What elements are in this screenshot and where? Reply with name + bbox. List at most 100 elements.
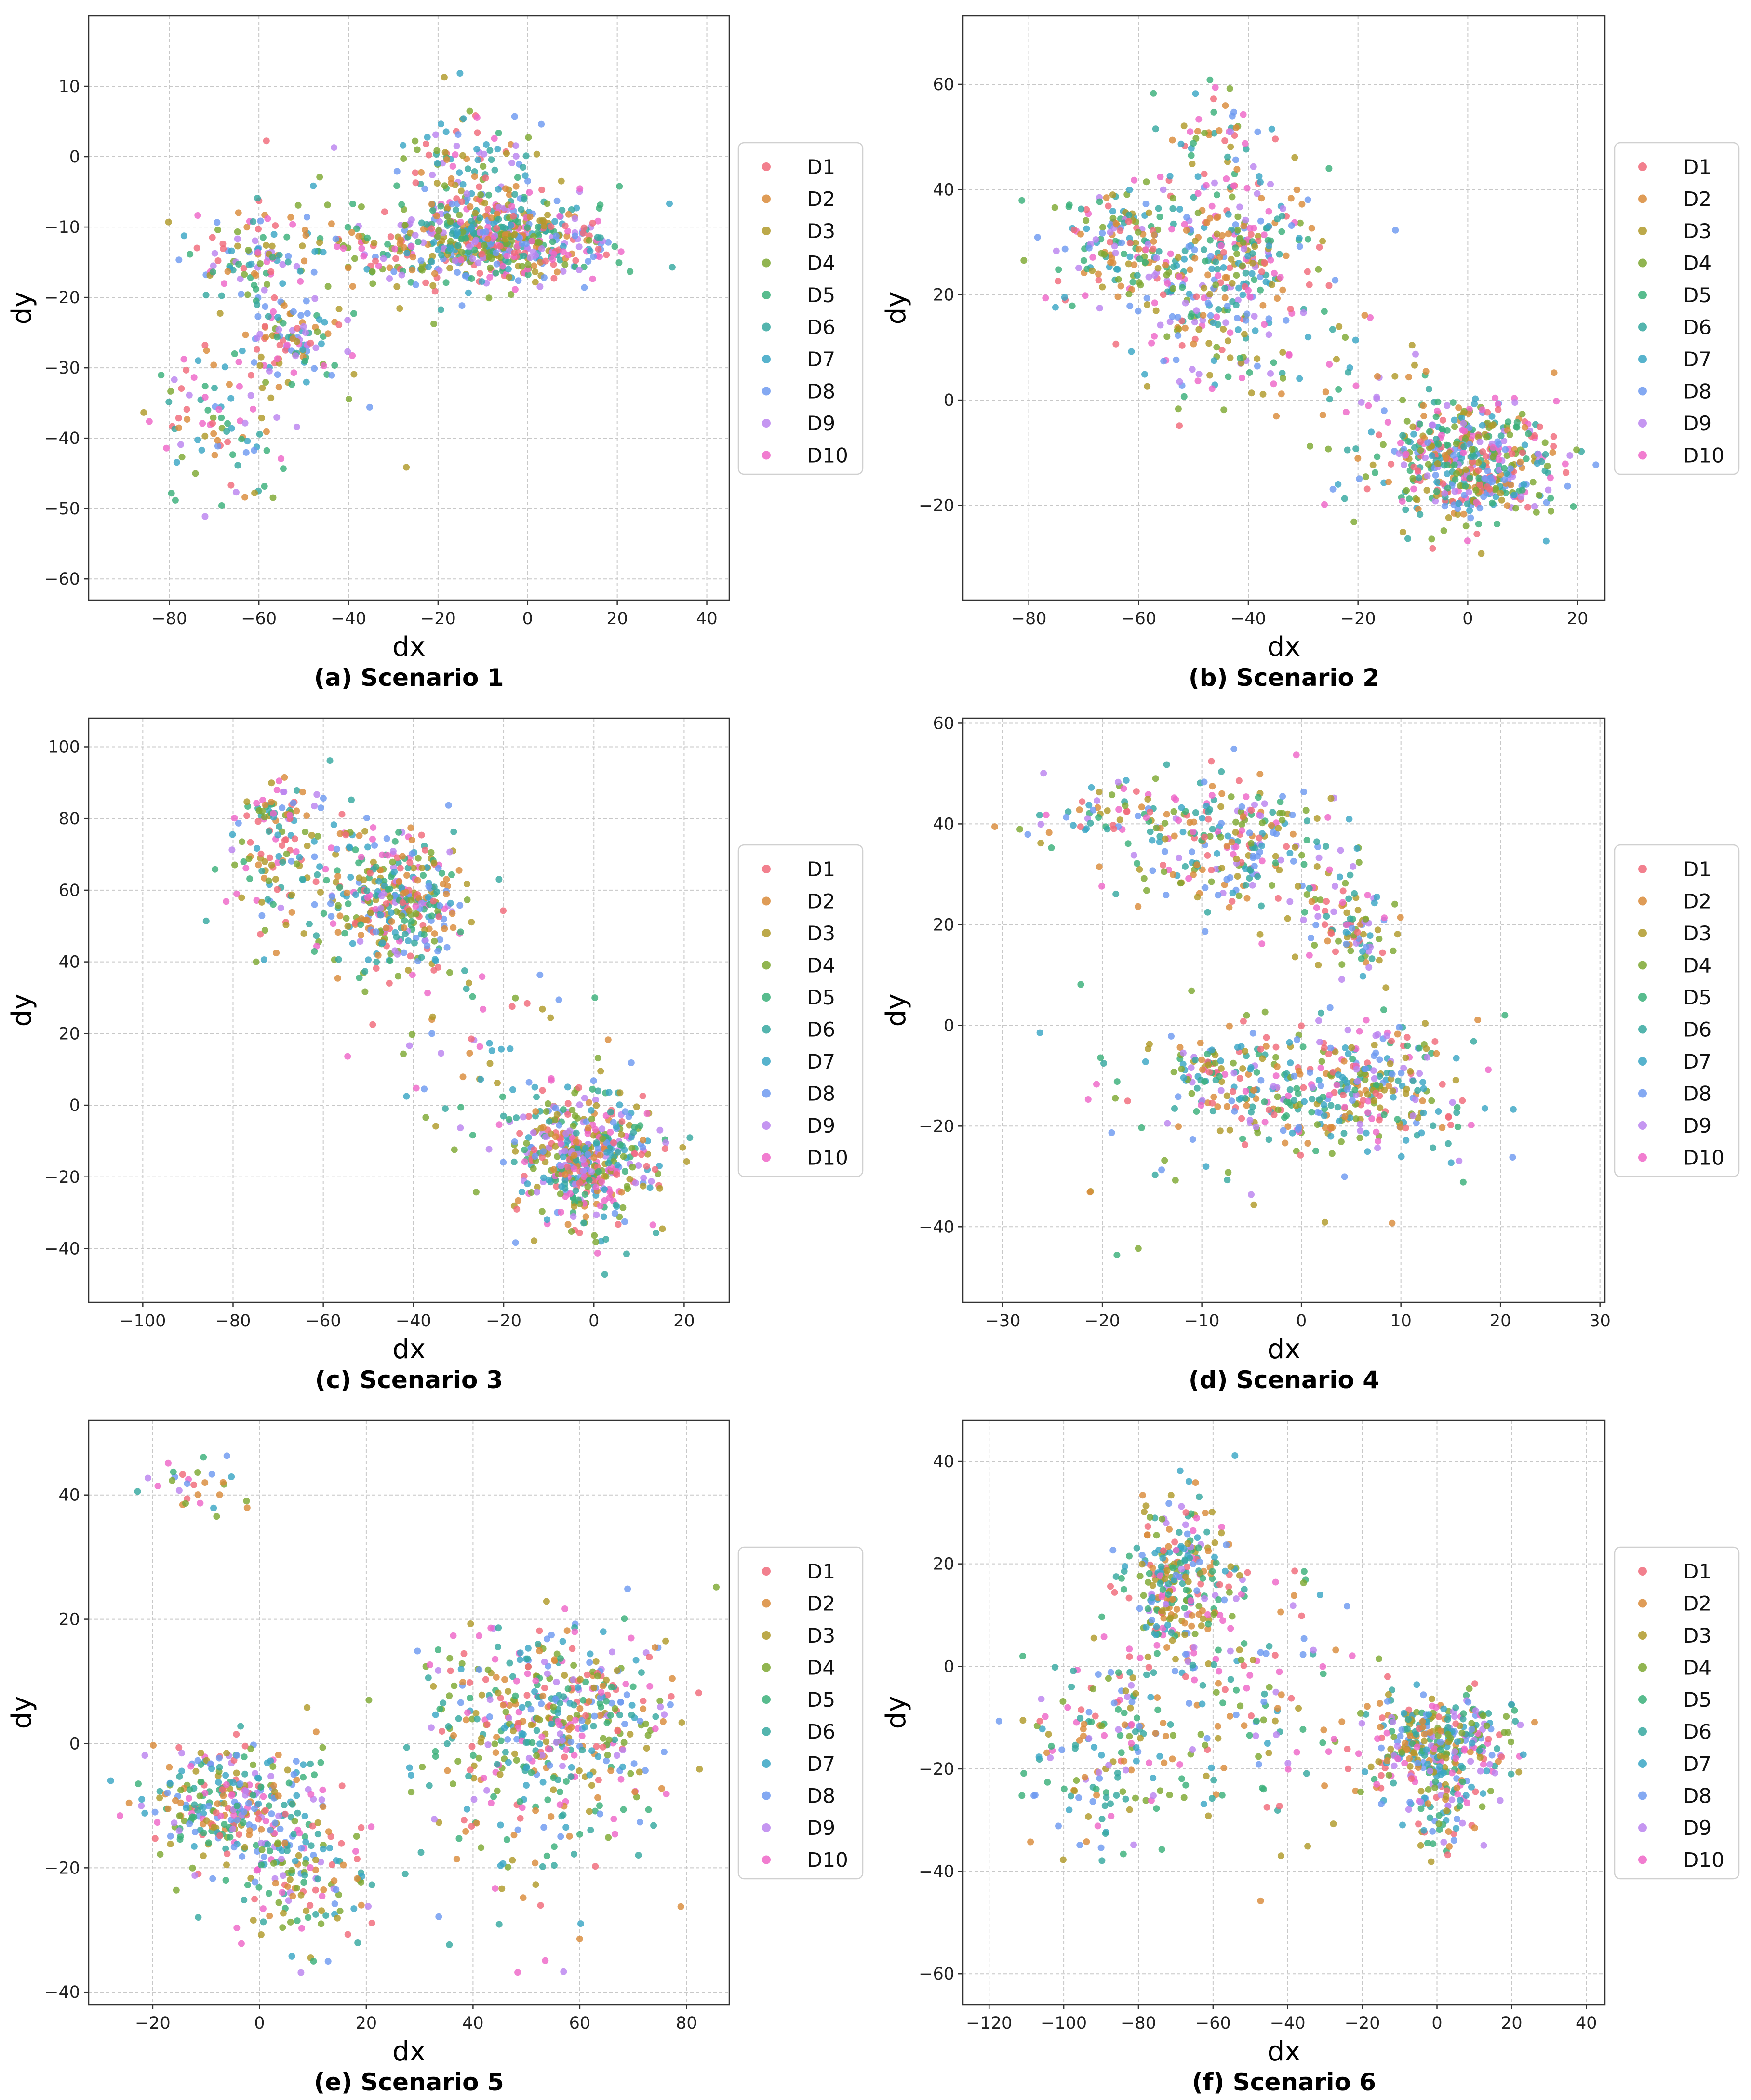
scatter-point-d3 xyxy=(1403,1085,1410,1093)
scatter-point-d3 xyxy=(1218,865,1226,872)
legend-label-d10: D10 xyxy=(1683,444,1724,468)
scatter-point-d9 xyxy=(1357,1127,1364,1134)
scatter-point-d1 xyxy=(282,347,289,354)
scatter-point-d10 xyxy=(592,1184,600,1190)
scatter-point-d2 xyxy=(1374,373,1381,380)
scatter-point-d9 xyxy=(418,900,425,907)
legend-label-d2: D2 xyxy=(807,187,835,211)
scatter-point-d9 xyxy=(1199,317,1206,324)
scatter-point-d2 xyxy=(1308,898,1315,905)
scatter-point-d3 xyxy=(1475,459,1482,466)
scatter-point-d10 xyxy=(1364,892,1371,899)
x-tick-label: −80 xyxy=(151,609,187,629)
scatter-point-d10 xyxy=(1215,272,1222,279)
x-tick-label: −80 xyxy=(1011,609,1047,629)
scatter-point-d9 xyxy=(1253,1123,1260,1130)
scatter-point-d5 xyxy=(263,447,270,454)
scatter-point-d10 xyxy=(231,815,238,822)
scatter-point-d8 xyxy=(608,1699,615,1707)
scatter-point-d3 xyxy=(1248,389,1255,397)
scatter-point-d7 xyxy=(293,1792,300,1799)
scatter-point-d8 xyxy=(1191,246,1198,254)
scatter-point-d4 xyxy=(528,1189,535,1196)
scatter-point-d4 xyxy=(275,1899,282,1906)
scatter-point-d3 xyxy=(540,223,548,229)
scatter-point-d2 xyxy=(573,1138,580,1146)
scatter-point-d9 xyxy=(1236,203,1243,211)
scatter-point-d7 xyxy=(292,1858,299,1865)
scatter-point-d1 xyxy=(254,818,262,825)
scatter-point-d2 xyxy=(466,1050,473,1057)
scatter-point-d5 xyxy=(1513,419,1521,426)
scatter-point-d3 xyxy=(1241,331,1248,338)
scatter-point-d6 xyxy=(594,234,601,241)
scatter-point-d9 xyxy=(281,788,288,795)
scatter-point-d7 xyxy=(531,1083,538,1091)
scatter-point-d1 xyxy=(423,140,429,147)
scatter-point-d4 xyxy=(1280,375,1286,382)
scatter-point-d5 xyxy=(273,334,281,341)
scatter-point-d6 xyxy=(393,934,400,940)
scatter-point-d9 xyxy=(241,419,249,427)
scatter-point-d3 xyxy=(1394,931,1401,938)
scatter-point-d3 xyxy=(1478,550,1485,557)
scatter-point-d5 xyxy=(1210,108,1217,116)
scatter-point-d7 xyxy=(1085,802,1093,809)
scatter-point-d5 xyxy=(317,1759,324,1766)
scatter-point-d8 xyxy=(1295,1126,1302,1133)
scatter-point-d6 xyxy=(202,292,210,299)
scatter-point-d2 xyxy=(1045,829,1053,836)
scatter-point-d9 xyxy=(266,367,273,375)
scatter-point-d4 xyxy=(1170,1069,1177,1076)
scatter-point-d1 xyxy=(1440,480,1447,487)
scatter-point-d9 xyxy=(485,1146,493,1153)
scatter-point-d10 xyxy=(617,1776,625,1783)
scatter-point-d6 xyxy=(1078,205,1085,213)
scatter-point-d5 xyxy=(1113,1252,1121,1258)
scatter-point-d2 xyxy=(618,1189,625,1196)
scatter-point-d2 xyxy=(1474,1017,1482,1024)
scatter-point-d9 xyxy=(1075,264,1082,271)
scatter-point-d10 xyxy=(1306,951,1313,959)
scatter-point-d1 xyxy=(1339,887,1347,895)
scatter-point-d1 xyxy=(1201,833,1208,841)
scatter-point-d5 xyxy=(1416,1044,1423,1052)
scatter-point-d7 xyxy=(1398,1153,1405,1160)
scatter-point-d9 xyxy=(257,1839,265,1846)
scatter-point-d1 xyxy=(224,439,231,445)
scatter-point-d1 xyxy=(521,1173,528,1180)
scatter-point-d2 xyxy=(1218,232,1226,239)
scatter-point-d10 xyxy=(592,1126,599,1133)
scatter-point-d2 xyxy=(1096,863,1103,870)
scatter-point-d10 xyxy=(1342,409,1350,416)
scatter-point-d7 xyxy=(1238,1043,1245,1050)
scatter-point-d8 xyxy=(311,853,318,860)
scatter-point-d8 xyxy=(1143,294,1150,302)
legend-label-d6: D6 xyxy=(807,316,835,339)
scatter-point-d5 xyxy=(269,254,276,261)
legend-label-d8: D8 xyxy=(1683,380,1711,403)
scatter-point-d2 xyxy=(433,213,440,220)
scatter-point-d7 xyxy=(490,220,497,227)
scatter-point-d2 xyxy=(386,264,393,271)
scatter-point-d5 xyxy=(1308,1109,1315,1116)
scatter-point-d6 xyxy=(476,214,483,222)
scatter-point-d9 xyxy=(542,1133,549,1140)
scatter-point-d7 xyxy=(1210,319,1217,326)
scatter-point-d4 xyxy=(1161,1157,1168,1164)
scatter-point-d7 xyxy=(346,843,353,851)
scatter-point-d5 xyxy=(1077,981,1084,988)
scatter-point-d9 xyxy=(1383,1032,1390,1040)
scatter-point-d9 xyxy=(592,1096,599,1103)
scatter-point-d9 xyxy=(344,348,351,355)
scatter-point-d6 xyxy=(1100,1060,1107,1067)
scatter-point-d1 xyxy=(525,1113,532,1120)
scatter-point-d7 xyxy=(200,1804,207,1811)
scatter-point-d10 xyxy=(1326,1092,1333,1099)
scatter-point-d5 xyxy=(1435,441,1442,448)
legend-label-d8: D8 xyxy=(807,380,835,403)
scatter-point-d3 xyxy=(1218,1078,1225,1085)
scatter-point-d1 xyxy=(1095,277,1102,284)
scatter-point-d7 xyxy=(1217,1057,1224,1064)
scatter-point-d2 xyxy=(258,1826,265,1833)
